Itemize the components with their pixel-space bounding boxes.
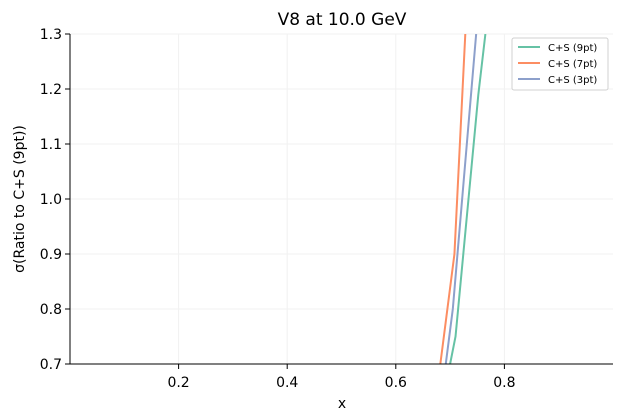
legend-box — [511, 37, 609, 91]
x-tick-label: 0.6 — [385, 375, 407, 391]
legend-label: C+S (9pt) — [548, 43, 597, 54]
y-tick-label: 1.1 — [40, 137, 62, 153]
y-tick-label: 1.3 — [40, 27, 62, 43]
legend: C+S (9pt) C+S (7pt) C+S (3pt) — [511, 37, 609, 91]
x-tick-label: 0.4 — [276, 375, 298, 391]
x-axis-label: x — [338, 396, 346, 412]
series-lines — [439, 34, 487, 364]
series-line — [439, 34, 467, 364]
y-ticks: 0.7 0.8 0.9 1.0 1.1 1.2 1.3 — [40, 27, 70, 373]
y-tick-label: 0.7 — [40, 357, 62, 373]
y-tick-label: 0.9 — [40, 247, 62, 263]
x-ticks: 0.2 0.4 0.6 0.8 — [167, 364, 516, 391]
y-tick-label: 0.8 — [40, 302, 62, 318]
legend-label: C+S (3pt) — [548, 75, 597, 86]
series-line — [444, 34, 478, 364]
y-tick-label: 1.0 — [40, 192, 62, 208]
x-tick-label: 0.2 — [167, 375, 189, 391]
y-tick-label: 1.2 — [40, 82, 62, 98]
y-axis-label: σ(Ratio to C+S (9pt)) — [12, 125, 28, 273]
x-tick-label: 0.8 — [493, 375, 515, 391]
legend-label: C+S (7pt) — [548, 59, 597, 70]
series-line — [449, 34, 487, 364]
chart-title: V8 at 10.0 GeV — [278, 10, 407, 30]
